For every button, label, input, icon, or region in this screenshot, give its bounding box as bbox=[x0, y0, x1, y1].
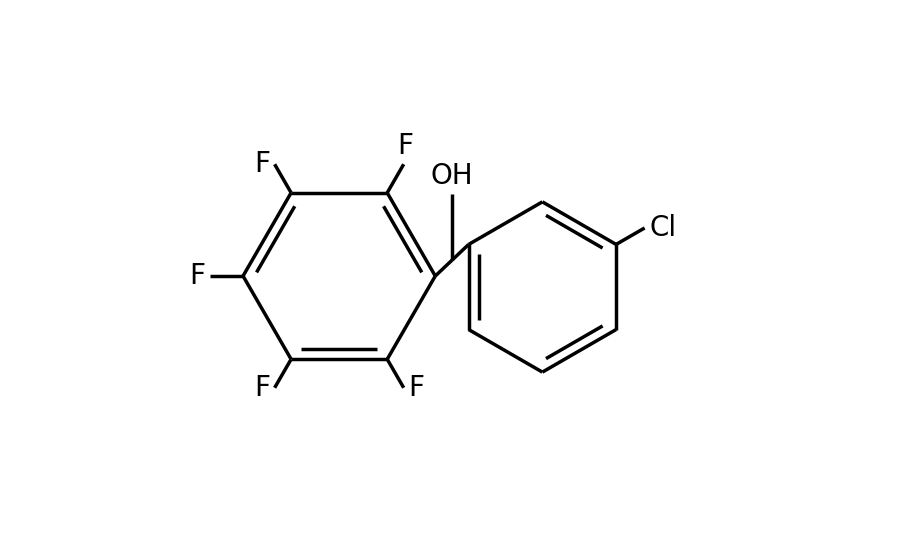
Text: F: F bbox=[189, 262, 206, 290]
Text: F: F bbox=[254, 374, 270, 402]
Text: F: F bbox=[254, 150, 270, 178]
Text: F: F bbox=[396, 132, 413, 160]
Text: Cl: Cl bbox=[648, 214, 675, 242]
Text: OH: OH bbox=[430, 162, 472, 190]
Text: F: F bbox=[408, 374, 424, 402]
